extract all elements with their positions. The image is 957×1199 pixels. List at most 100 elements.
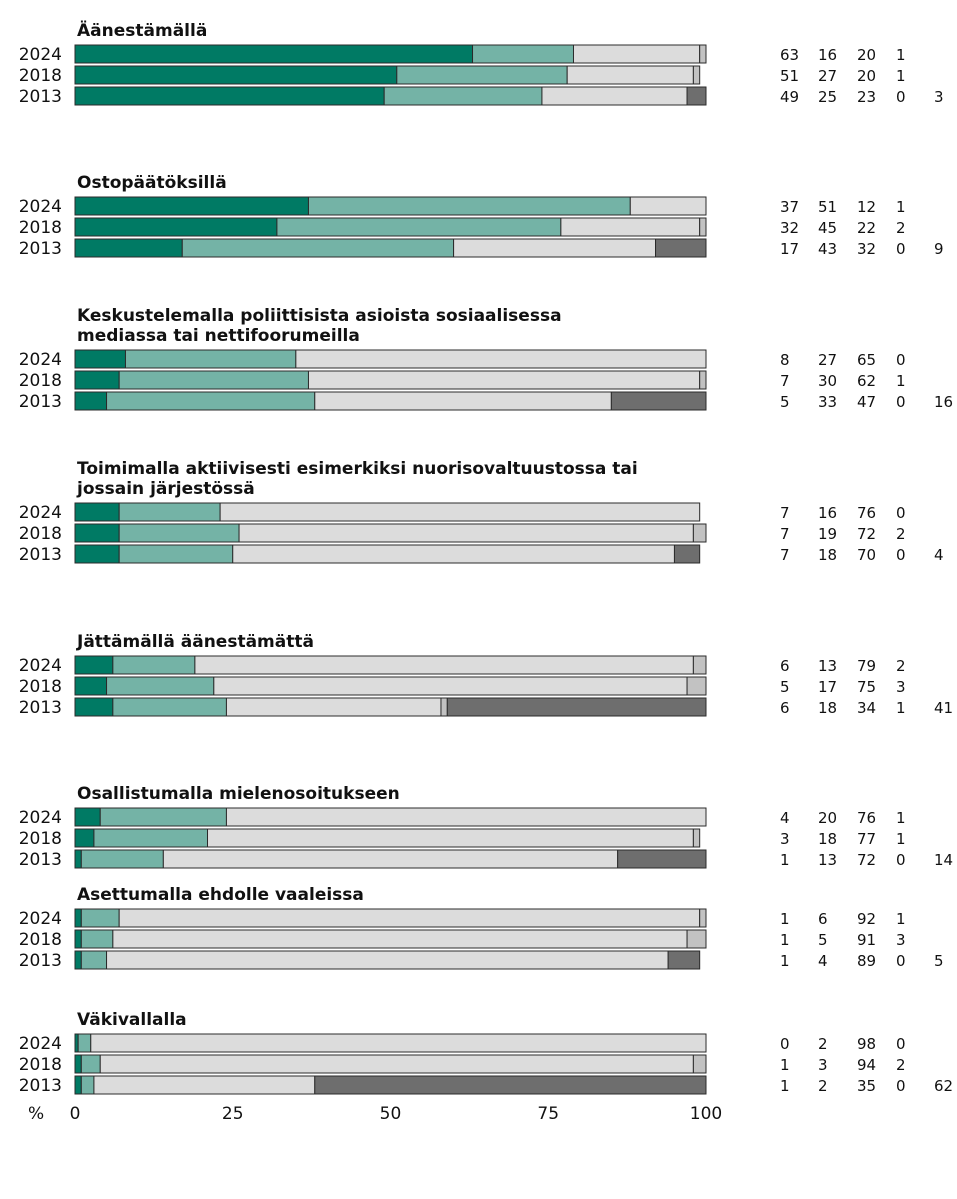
year-label: 2018 [19,524,62,544]
bar-segment [667,950,701,970]
bar-segment [692,655,707,675]
x-axis-unit-label: % [28,1104,44,1124]
value-label: 1 [896,830,906,848]
value-label: 0 [896,393,906,411]
value-label: 63 [780,46,799,64]
value-label: 72 [857,525,876,543]
value-label: 35 [857,1077,876,1095]
bar-segment [232,544,675,564]
group-title: Äänestämällä [77,19,207,41]
value-label: 0 [896,952,906,970]
bar-segment [699,370,707,390]
value-label: 1 [780,952,790,970]
value-label: 79 [857,657,876,675]
value-label: 41 [934,699,953,717]
value-label: 47 [857,393,876,411]
bar-segment [118,523,240,543]
x-tick-label: 100 [690,1104,722,1124]
bar-segment [541,86,688,106]
bar-segment [314,1075,707,1095]
value-label: 1 [780,1077,790,1095]
value-label: 9 [934,240,944,258]
bar-segment [74,502,120,522]
value-label: 3 [818,1056,828,1074]
bar-segment [225,807,707,827]
value-label: 49 [780,88,799,106]
value-label: 0 [896,240,906,258]
bar-segment [213,676,688,696]
value-label: 3 [934,88,944,106]
value-label: 51 [780,67,799,85]
value-label: 0 [896,88,906,106]
year-label: 2013 [19,87,62,107]
bar-segment [74,676,108,696]
bar-segment [207,828,694,848]
value-label: 20 [818,809,837,827]
bar-segment [692,523,707,543]
bar-segment [74,86,385,106]
year-label: 2024 [19,350,62,370]
value-label: 16 [818,46,837,64]
value-label: 5 [934,952,944,970]
value-label: 75 [857,678,876,696]
value-label: 92 [857,910,876,928]
bar-segment [74,544,120,564]
bar-segment [77,1033,92,1053]
bar-segment [118,502,221,522]
year-label: 2018 [19,1055,62,1075]
value-label: 27 [818,67,837,85]
value-label: 3 [896,678,906,696]
year-label: 2013 [19,850,62,870]
value-label: 6 [780,657,790,675]
group-title: Osallistumalla mielenosoitukseen [77,784,400,804]
bar-segment [74,929,82,949]
bar-segment [238,523,694,543]
year-label: 2024 [19,503,62,523]
bar-segment [74,238,183,258]
bar-segment [74,807,101,827]
bar-segment [80,950,108,970]
value-label: 20 [857,67,876,85]
group-title: Väkivallalla [77,1010,187,1030]
bar-segment [560,217,701,237]
value-label: 0 [896,1035,906,1053]
value-label: 77 [857,830,876,848]
bar-segment [80,1054,101,1074]
value-label: 27 [818,351,837,369]
value-label: 3 [780,830,790,848]
value-label: 1 [896,198,906,216]
x-tick-label: 75 [537,1104,559,1124]
bar-segment [74,950,82,970]
bar-segment [692,828,701,848]
value-label: 1 [896,46,906,64]
bar-segment [99,807,227,827]
bar-segment [692,65,701,85]
value-label: 30 [818,372,837,390]
value-label: 25 [818,88,837,106]
value-label: 62 [857,372,876,390]
year-label: 2024 [19,909,62,929]
value-label: 7 [780,372,790,390]
bar-segment [74,349,126,369]
bar-segment [80,1075,95,1095]
year-label: 2024 [19,1034,62,1054]
value-label: 33 [818,393,837,411]
value-label: 0 [780,1035,790,1053]
value-label: 0 [896,851,906,869]
bar-segment [314,391,612,411]
bar-segment [383,86,543,106]
value-label: 3 [896,931,906,949]
year-label: 2024 [19,45,62,65]
value-label: 2 [896,1056,906,1074]
bar-segment [74,523,120,543]
year-label: 2013 [19,698,62,718]
group-title: Keskustelemalla poliittisista asioista s… [77,306,562,326]
year-label: 2018 [19,677,62,697]
value-label: 2 [818,1035,828,1053]
value-label: 34 [857,699,876,717]
value-label: 17 [818,678,837,696]
value-label: 70 [857,546,876,564]
value-label: 16 [818,504,837,522]
value-label: 4 [934,546,944,564]
bar-segment [106,676,215,696]
